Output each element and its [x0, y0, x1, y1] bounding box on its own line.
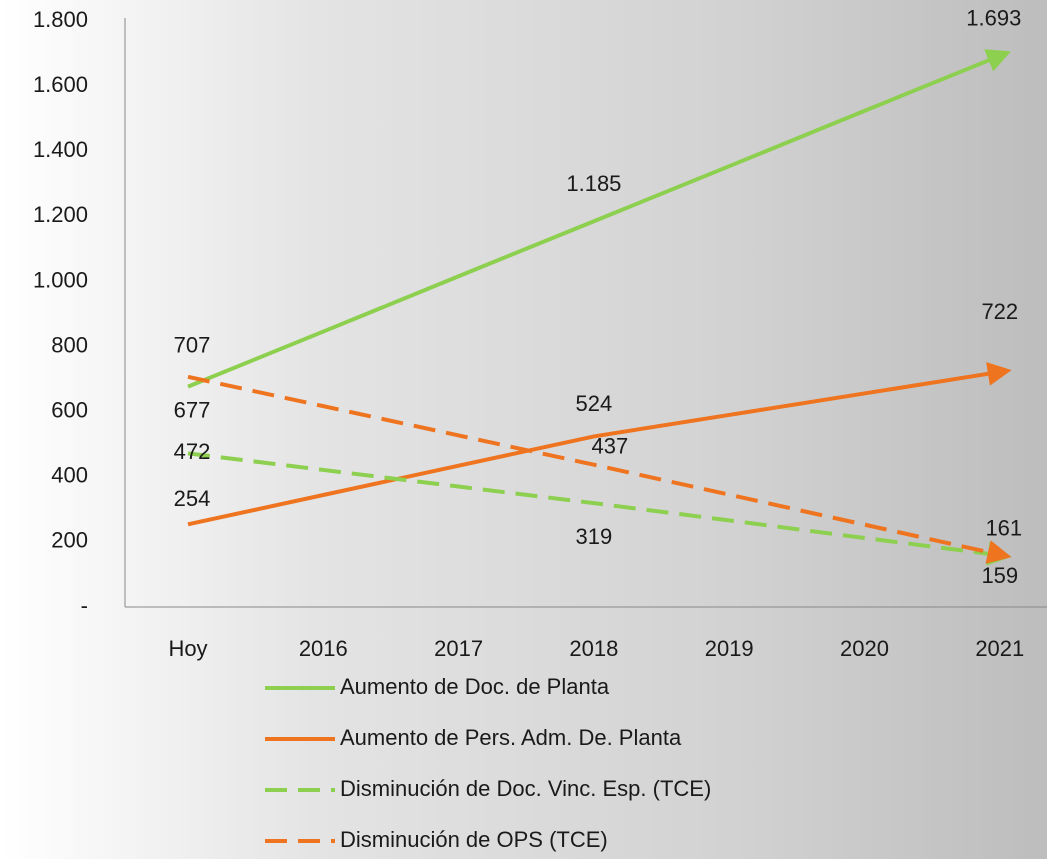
x-tick-label: 2018	[569, 636, 618, 661]
data-label: 677	[174, 397, 211, 422]
data-label: 254	[174, 486, 211, 511]
x-tick-label: 2019	[705, 636, 754, 661]
data-label: 472	[174, 439, 211, 464]
data-label: 524	[576, 391, 613, 416]
y-tick-label: 1.000	[33, 267, 88, 292]
y-tick-label: 600	[51, 397, 88, 422]
x-tick-label: 2021	[975, 636, 1024, 661]
series-line	[187, 49, 1011, 389]
y-tick-label: 1.400	[33, 137, 88, 162]
data-label: 159	[981, 563, 1018, 588]
legend-label: Disminución de OPS (TCE)	[340, 827, 608, 852]
series-line	[187, 361, 1012, 527]
legend-label: Aumento de Pers. Adm. De. Planta	[340, 725, 682, 750]
y-tick-label: 800	[51, 332, 88, 357]
y-tick-label: 1.200	[33, 202, 88, 227]
x-tick-label: Hoy	[168, 636, 207, 661]
data-label: 161	[985, 515, 1022, 540]
data-label: 437	[592, 434, 629, 459]
data-label: 722	[981, 299, 1018, 324]
data-label: 1.693	[966, 6, 1021, 31]
y-tick-label: 1.800	[33, 7, 88, 32]
data-label: 707	[174, 333, 211, 358]
legend-label: Disminución de Doc. Vinc. Esp. (TCE)	[340, 776, 711, 801]
y-tick-label: 400	[51, 463, 88, 488]
x-tick-label: 2017	[434, 636, 483, 661]
y-tick-label: 200	[51, 528, 88, 553]
y-tick-label: 1.600	[33, 72, 88, 97]
series-line	[187, 451, 1012, 566]
y-tick-label: -	[81, 593, 88, 618]
series-line	[187, 374, 1012, 564]
x-tick-label: 2020	[840, 636, 889, 661]
data-label: 319	[576, 524, 613, 549]
data-label: 1.185	[566, 171, 621, 196]
legend-label: Aumento de Doc. de Planta	[340, 674, 610, 699]
x-tick-label: 2016	[299, 636, 348, 661]
